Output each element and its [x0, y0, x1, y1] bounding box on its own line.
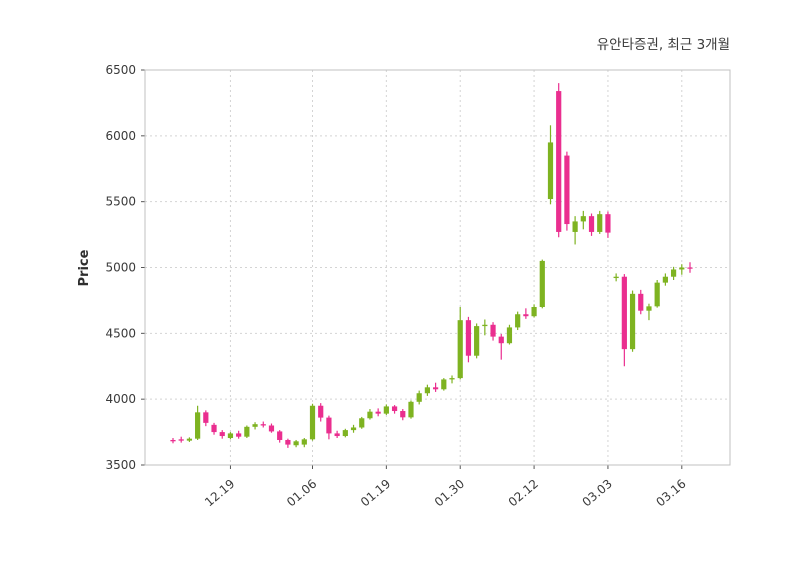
candle-body	[252, 424, 258, 427]
x-tick-label: 12.19	[202, 477, 237, 510]
candle-body	[203, 412, 209, 423]
candle-body	[465, 320, 472, 356]
candle-body	[277, 431, 283, 440]
candle-body	[236, 433, 242, 437]
candle-body	[564, 155, 570, 225]
candle-body	[367, 411, 373, 419]
y-tick-label: 6000	[105, 129, 136, 143]
candle-body	[186, 438, 193, 441]
candle-body	[605, 214, 611, 233]
candle-body	[498, 336, 504, 344]
candle-body	[474, 326, 480, 356]
y-tick-label: 5000	[105, 261, 136, 275]
candle-body	[195, 412, 201, 439]
y-tick-label: 3500	[105, 458, 136, 472]
candle-body	[309, 405, 316, 440]
candle-body	[441, 379, 447, 390]
y-tick-label: 4500	[105, 326, 136, 340]
x-tick-label: 03.16	[653, 477, 688, 510]
y-tick-label: 6500	[105, 63, 136, 77]
candle-body	[433, 387, 439, 390]
candle-body	[285, 439, 291, 445]
candle-body	[219, 432, 225, 437]
candle-body	[211, 424, 217, 433]
candle-body	[662, 276, 668, 283]
candle-body	[244, 426, 250, 437]
candle-body	[482, 324, 488, 327]
candle-body	[515, 314, 521, 328]
candle-body	[457, 320, 463, 379]
candle-body	[572, 221, 578, 232]
plot-border	[144, 69, 731, 466]
x-tick-label: 01.19	[358, 477, 393, 510]
candle-body	[293, 441, 299, 446]
candle-body	[547, 142, 554, 200]
candle-body	[588, 216, 595, 232]
candle-body	[638, 293, 644, 311]
candle-body	[424, 387, 430, 394]
candle-body	[359, 418, 365, 428]
candle-body	[556, 91, 562, 232]
x-tick-label: 03.03	[580, 477, 615, 510]
candle-body	[531, 307, 537, 317]
candle-body	[597, 214, 603, 232]
candle-body	[301, 439, 307, 445]
y-tick-label: 5500	[105, 195, 136, 209]
candle-body	[350, 427, 357, 431]
candle-body	[670, 269, 677, 277]
candle-body	[646, 306, 652, 311]
candle-body	[400, 411, 406, 418]
candle-body	[342, 430, 348, 437]
candle-body	[260, 424, 266, 426]
x-tick-label: 01.30	[432, 477, 467, 510]
candle-body	[268, 425, 275, 432]
x-tick-label: 02.12	[506, 477, 541, 510]
candle-body	[334, 433, 340, 437]
candle-body	[654, 282, 660, 307]
candle-body	[490, 324, 496, 337]
candle-body	[523, 314, 529, 317]
candle-body	[580, 216, 586, 222]
y-axis-label: Price	[77, 249, 92, 286]
candle-body	[539, 260, 545, 307]
candle-body	[326, 417, 332, 434]
candle-body	[416, 393, 422, 402]
candle-body	[629, 293, 636, 350]
candle-body	[318, 405, 324, 418]
candle-body	[178, 439, 184, 441]
candle-body	[687, 267, 693, 269]
candle-body	[408, 401, 414, 418]
candle-body	[227, 433, 234, 439]
candle-body	[613, 276, 619, 279]
candle-body	[679, 267, 685, 270]
candle-body	[449, 378, 455, 380]
candle-body	[375, 411, 381, 414]
x-tick-label: 01.06	[284, 477, 319, 510]
candle-body	[391, 406, 398, 412]
candle-body	[383, 406, 389, 414]
candle-body	[621, 276, 627, 350]
candle-body	[506, 327, 513, 344]
y-tick-label: 4000	[105, 392, 136, 406]
chart-title: 유안타증권, 최근 3개월	[597, 37, 730, 53]
candle-body	[170, 439, 176, 442]
